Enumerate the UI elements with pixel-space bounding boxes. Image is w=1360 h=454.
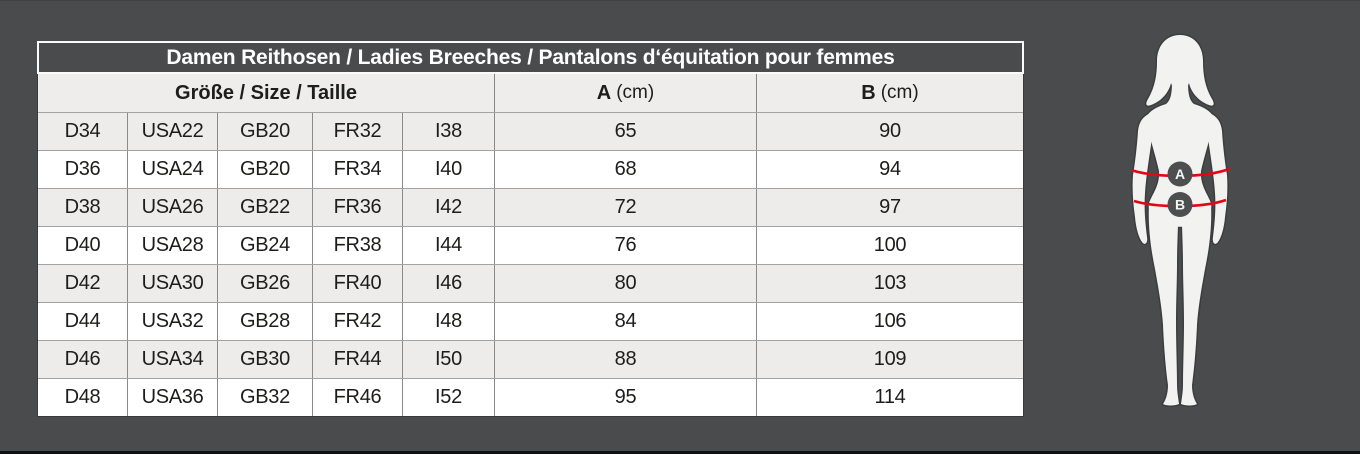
size-usa: USA28 [127, 227, 217, 264]
table-title: Damen Reithosen / Ladies Breeches / Pant… [37, 41, 1024, 74]
size-usa: USA34 [127, 341, 217, 378]
size-fr: FR34 [312, 151, 402, 188]
measure-b: 97 [756, 189, 1023, 226]
size-usa: USA22 [127, 113, 217, 150]
column-b-header: B (cm) [756, 74, 1023, 112]
measure-a: 72 [494, 189, 756, 226]
table-row: D34 USA22 GB20 FR32 I38 65 90 [38, 112, 1023, 150]
silhouette-fill [1132, 35, 1228, 406]
column-b-unit: (cm) [880, 82, 919, 103]
size-gb: GB20 [217, 151, 312, 188]
measurement-badge-a [1167, 161, 1193, 187]
column-a-label: A [596, 81, 612, 104]
measure-b: 100 [756, 227, 1023, 264]
table-row: D42 USA30 GB26 FR40 I46 80 103 [38, 264, 1023, 302]
measure-b: 109 [756, 341, 1023, 378]
badge-a-label: A [1175, 166, 1185, 182]
measurement-figure: A B [1115, 22, 1245, 424]
measure-b: 94 [756, 151, 1023, 188]
size-it: I44 [402, 227, 494, 264]
size-it: I52 [402, 379, 494, 416]
measure-b: 106 [756, 303, 1023, 340]
measure-a: 95 [494, 379, 756, 416]
size-fr: FR32 [312, 113, 402, 150]
size-gb: GB30 [217, 341, 312, 378]
measure-a: 65 [494, 113, 756, 150]
table-row: D46 USA34 GB30 FR44 I50 88 109 [38, 340, 1023, 378]
badge-b-label: B [1175, 197, 1185, 213]
size-usa: USA30 [127, 265, 217, 302]
table-grid: Größe / Size / Taille A (cm) B (cm) D34 … [37, 74, 1024, 417]
size-usa: USA36 [127, 379, 217, 416]
measure-b: 114 [756, 379, 1023, 416]
measure-a: 84 [494, 303, 756, 340]
measure-b: 90 [756, 113, 1023, 150]
size-de: D34 [64, 120, 101, 142]
size-fr: FR36 [312, 189, 402, 226]
size-it: I42 [402, 189, 494, 226]
measure-b: 103 [756, 265, 1023, 302]
column-b-label: B [861, 81, 876, 104]
table-row: D40 USA28 GB24 FR38 I44 76 100 [38, 226, 1023, 264]
measure-a: 88 [494, 341, 756, 378]
size-de: D44 [64, 310, 101, 332]
size-de: D42 [64, 272, 101, 294]
measure-a: 68 [494, 151, 756, 188]
size-fr: FR40 [312, 265, 402, 302]
size-gb: GB22 [217, 189, 312, 226]
size-it: I40 [402, 151, 494, 188]
size-fr: FR38 [312, 227, 402, 264]
measure-a: 80 [494, 265, 756, 302]
size-usa: USA24 [127, 151, 217, 188]
size-de: D48 [64, 386, 101, 408]
size-fr: FR44 [312, 341, 402, 378]
size-gb: GB26 [217, 265, 312, 302]
size-it: I38 [402, 113, 494, 150]
table-row: D44 USA32 GB28 FR42 I48 84 106 [38, 302, 1023, 340]
size-de: D38 [64, 196, 101, 218]
size-chart-table: Damen Reithosen / Ladies Breeches / Pant… [37, 41, 1024, 417]
column-a-header: A (cm) [494, 74, 756, 112]
size-de: D40 [64, 234, 101, 256]
size-it: I50 [402, 341, 494, 378]
measurement-badge-b [1167, 192, 1193, 217]
table-row: D48 USA36 GB32 FR46 I52 95 114 [38, 378, 1023, 416]
size-column-group-header: Größe / Size / Taille [175, 81, 357, 104]
table-header-row: Größe / Size / Taille A (cm) B (cm) [38, 74, 1023, 112]
table-row: D38 USA26 GB22 FR36 I42 72 97 [38, 188, 1023, 226]
size-it: I46 [402, 265, 494, 302]
size-de: D46 [64, 348, 101, 370]
size-de: D36 [64, 158, 101, 180]
size-gb: GB32 [217, 379, 312, 416]
size-usa: USA26 [127, 189, 217, 226]
size-gb: GB20 [217, 113, 312, 150]
size-usa: USA32 [127, 303, 217, 340]
measure-a: 76 [494, 227, 756, 264]
table-row: D36 USA24 GB20 FR34 I40 68 94 [38, 150, 1023, 188]
size-fr: FR46 [312, 379, 402, 416]
size-fr: FR42 [312, 303, 402, 340]
size-it: I48 [402, 303, 494, 340]
size-gb: GB28 [217, 303, 312, 340]
size-gb: GB24 [217, 227, 312, 264]
column-a-unit: (cm) [616, 82, 655, 103]
woman-silhouette-graphic: A B [1130, 33, 1230, 407]
